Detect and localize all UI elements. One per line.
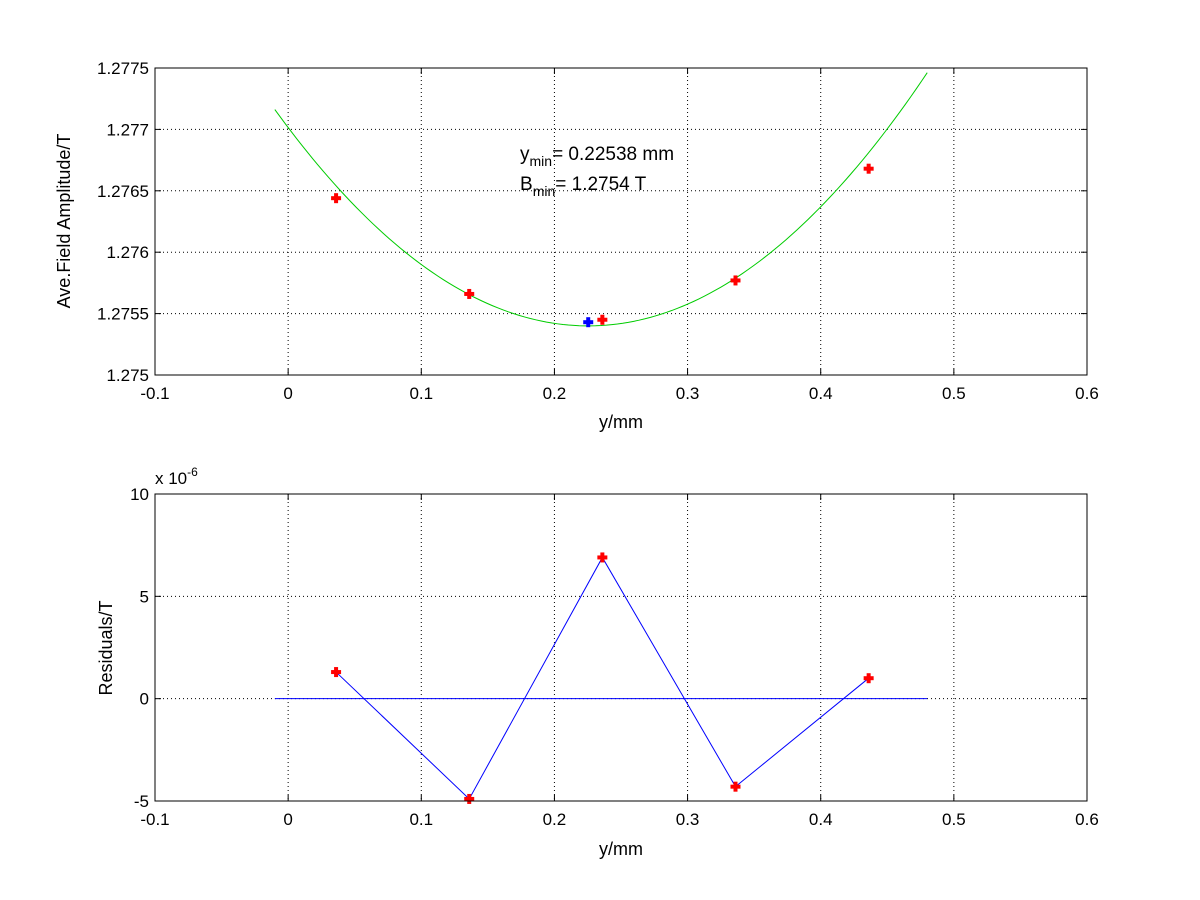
bottom-grid <box>155 494 1087 801</box>
top-y-tick-label: 1.2765 <box>97 182 149 201</box>
bottom-y-tick-label: 10 <box>130 485 149 504</box>
residual-point <box>863 673 874 684</box>
top-y-tick-label: 1.276 <box>106 243 149 262</box>
top-annotation: ymin= 0.22538 mm Bmin= 1.2754 T <box>520 144 674 199</box>
top-x-ticks: -0.1 0 0.1 0.2 0.3 0.4 0.5 0.6 <box>140 68 1099 403</box>
top-x-axis-label: y/mm <box>599 412 643 432</box>
bottom-x-tick-label: 0.1 <box>409 810 433 829</box>
top-y-tick-label: 1.277 <box>106 120 149 139</box>
bottom-x-tick-label: 0.4 <box>809 810 833 829</box>
bottom-x-ticks: -0.1 0 0.1 0.2 0.3 0.4 0.5 0.6 <box>140 494 1099 829</box>
annotation-bmin: Bmin= 1.2754 T <box>520 174 647 199</box>
fit-curve <box>274 72 928 327</box>
annotation-ymin: ymin= 0.22538 mm <box>520 144 674 169</box>
bottom-x-tick-label: 0.6 <box>1075 810 1099 829</box>
top-data-point <box>464 288 475 299</box>
bottom-x-tick-label: -0.1 <box>140 810 169 829</box>
bottom-x-tick-label: 0.2 <box>543 810 567 829</box>
residual-point <box>331 667 342 678</box>
residual-point <box>464 793 475 804</box>
top-data-point <box>597 314 608 325</box>
top-grid <box>155 68 1087 375</box>
minimum-point <box>583 317 594 328</box>
top-data-point <box>331 193 342 204</box>
bottom-x-tick-label: 0.3 <box>676 810 700 829</box>
top-data-point <box>730 275 741 286</box>
top-x-tick-label: 0.3 <box>676 384 700 403</box>
top-x-tick-label: 0 <box>283 384 292 403</box>
bottom-x-tick-label: 0.5 <box>942 810 966 829</box>
residual-point <box>730 781 741 792</box>
top-x-tick-label: 0.6 <box>1075 384 1099 403</box>
bottom-plot-area <box>155 494 1087 801</box>
bottom-plot-frame <box>154 493 1088 802</box>
top-y-ticks: 1.275 1.2755 1.276 1.2765 1.277 1.2775 <box>97 59 1087 385</box>
top-x-tick-label: 0.1 <box>409 384 433 403</box>
top-plot: -0.1 0 0.1 0.2 0.3 0.4 0.5 0.6 1.275 1.2755 1.276… <box>54 59 1099 432</box>
bottom-y-exponent: x 10-6 <box>155 465 198 488</box>
top-plot-area <box>155 68 1087 375</box>
bottom-y-axis-label: Residuals/T <box>96 600 116 695</box>
bottom-y-tick-label: 0 <box>140 690 149 709</box>
bottom-series <box>274 552 928 804</box>
top-x-tick-label: 0.5 <box>942 384 966 403</box>
top-x-tick-label: 0.4 <box>809 384 833 403</box>
bottom-plot: -0.1 0 0.1 0.2 0.3 0.4 0.5 0.6 -5 0 5 10 x 10-6 y/… <box>96 465 1099 859</box>
bottom-y-tick-label: -5 <box>134 792 149 811</box>
residual-point <box>597 552 608 563</box>
top-plot-frame <box>154 67 1088 376</box>
top-series <box>274 72 928 328</box>
bottom-x-axis-label: y/mm <box>599 839 643 859</box>
top-y-tick-label: 1.2775 <box>97 59 149 78</box>
top-y-tick-label: 1.275 <box>106 366 149 385</box>
top-data-point <box>863 163 874 174</box>
bottom-x-tick-label: 0 <box>283 810 292 829</box>
bottom-y-ticks: -5 0 5 10 <box>130 485 1087 811</box>
top-y-tick-label: 1.2755 <box>97 305 149 324</box>
top-x-tick-label: -0.1 <box>140 384 169 403</box>
top-x-tick-label: 0.2 <box>543 384 567 403</box>
top-y-axis-label: Ave.Field Amplitude/T <box>54 134 74 309</box>
bottom-y-tick-label: 5 <box>140 587 149 606</box>
